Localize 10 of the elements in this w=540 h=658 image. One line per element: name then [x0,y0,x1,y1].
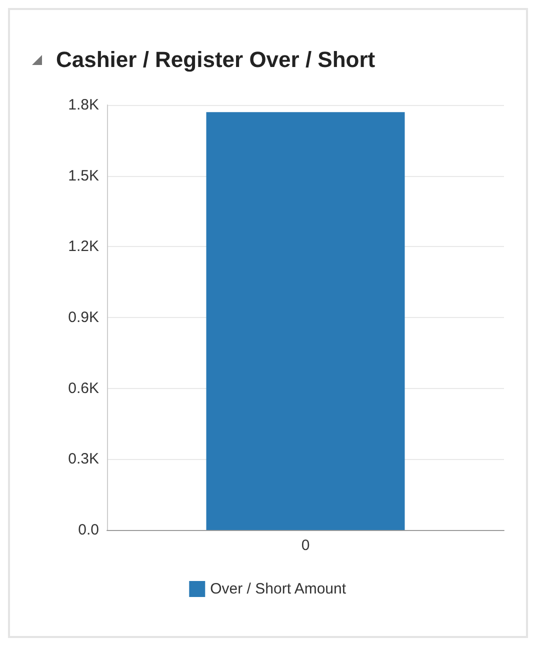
y-tick-label: 0.0 [78,522,99,538]
y-tick-label: 0.3K [68,450,99,468]
y-tick-label: 1.2K [68,238,99,256]
y-tick-label: 0.6K [68,380,99,397]
x-tick-label: 0 [301,537,310,554]
y-tick-label: 1.8K [68,96,99,114]
legend-label: Over / Short Amount [210,580,347,598]
y-tick-label: 0.9K [68,309,99,326]
y-tick-label: 1.5K [68,167,99,184]
chart-title: Cashier / Register Over / Short [56,47,376,73]
